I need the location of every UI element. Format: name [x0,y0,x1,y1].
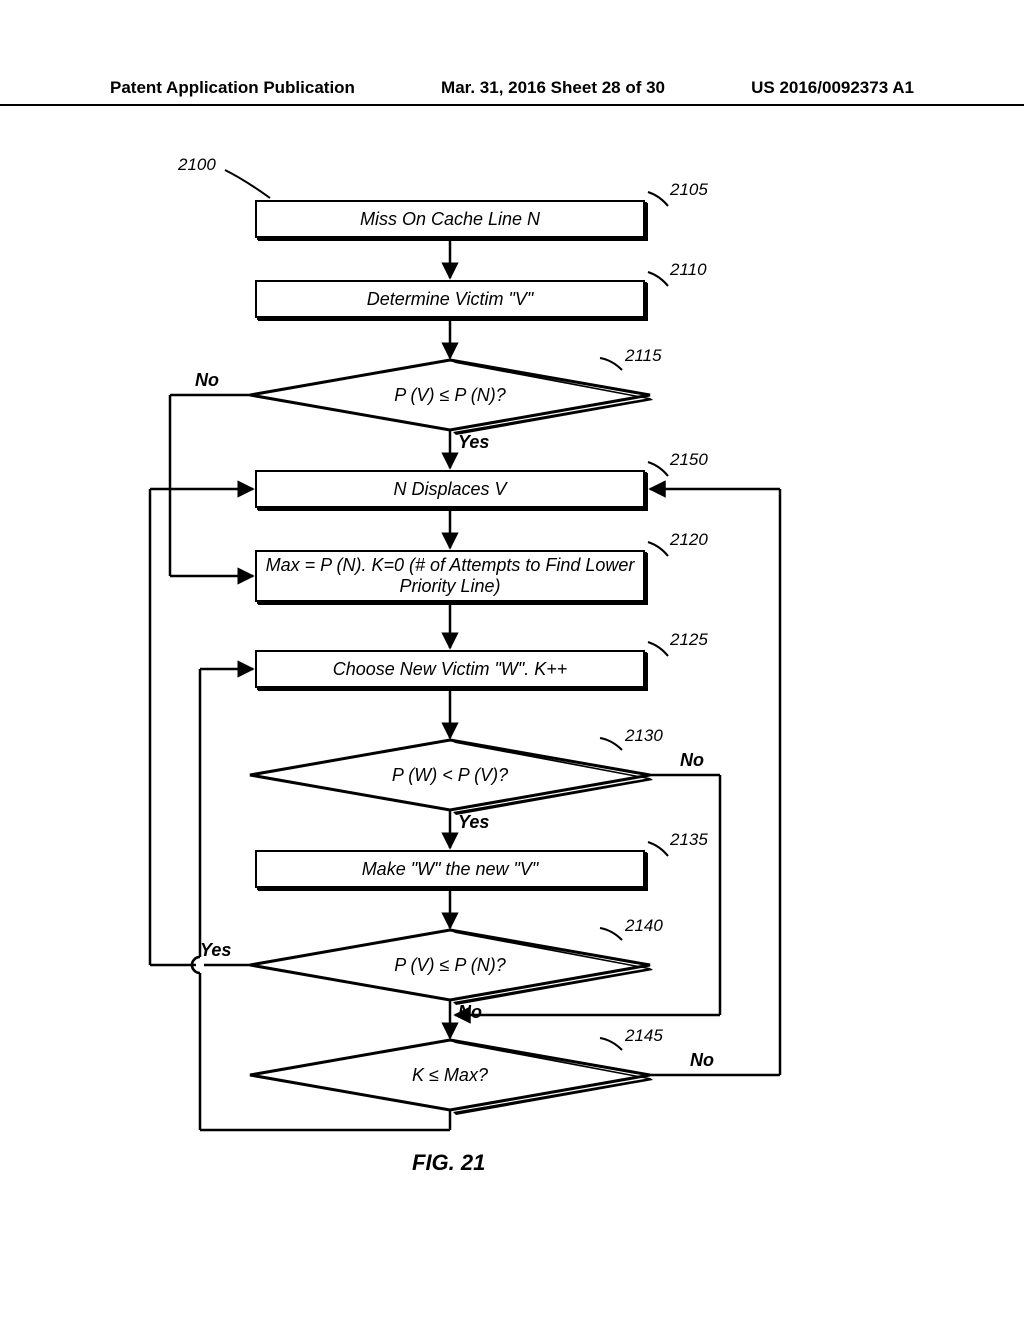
ref-2130: 2130 [625,726,663,746]
header-middle: Mar. 31, 2016 Sheet 28 of 30 [441,78,665,98]
header-right: US 2016/0092373 A1 [751,78,914,98]
page: Patent Application Publication Mar. 31, … [0,0,1024,1320]
box-2125-text: Choose New Victim "W". K++ [333,659,568,680]
diamond-2115-text: P (V) ≤ P (N)? [394,385,506,406]
label-2140-yes: Yes [200,940,231,961]
header-left: Patent Application Publication [110,78,355,98]
label-2140-no: No [458,1002,482,1023]
diamond-2145-text: K ≤ Max? [412,1065,488,1086]
ref-2135: 2135 [670,830,708,850]
ref-2110: 2110 [670,260,707,280]
box-2120: Max = P (N). K=0 (# of Attempts to Find … [255,550,645,602]
box-2105: Miss On Cache Line N [255,200,645,238]
diamond-2130: P (W) < P (V)? [250,740,650,810]
box-2135: Make "W" the new "V" [255,850,645,888]
box-2125: Choose New Victim "W". K++ [255,650,645,688]
header-text: Patent Application Publication Mar. 31, … [0,78,1024,104]
ref-2125: 2125 [670,630,708,650]
header-rule: Patent Application Publication Mar. 31, … [0,78,1024,106]
diamond-2140: P (V) ≤ P (N)? [250,930,650,1000]
ref-2120: 2120 [670,530,708,550]
diamond-2140-text: P (V) ≤ P (N)? [394,955,506,976]
ref-2105: 2105 [670,180,708,200]
flowchart: 2100 Miss On Cache Line N 2105 Determine… [0,160,1024,1260]
ref-2150: 2150 [670,450,708,470]
ref-2115: 2115 [625,346,662,366]
box-2105-text: Miss On Cache Line N [360,209,540,230]
box-2110: Determine Victim "V" [255,280,645,318]
diamond-2130-text: P (W) < P (V)? [392,765,508,786]
label-2130-yes: Yes [458,812,489,833]
box-2150: N Displaces V [255,470,645,508]
diamond-2115: P (V) ≤ P (N)? [250,360,650,430]
figure-title: FIG. 21 [412,1150,485,1176]
label-2115-no: No [195,370,219,391]
box-2120-text: Max = P (N). K=0 (# of Attempts to Find … [263,555,637,597]
box-2150-text: N Displaces V [393,479,506,500]
ref-2145: 2145 [625,1026,663,1046]
box-2110-text: Determine Victim "V" [367,289,534,310]
label-2130-no: No [680,750,704,771]
box-2135-text: Make "W" the new "V" [362,859,539,880]
ref-2140: 2140 [625,916,663,936]
label-2145-no: No [690,1050,714,1071]
ref-2100: 2100 [178,155,216,175]
label-2115-yes: Yes [458,432,489,453]
diamond-2145: K ≤ Max? [250,1040,650,1110]
